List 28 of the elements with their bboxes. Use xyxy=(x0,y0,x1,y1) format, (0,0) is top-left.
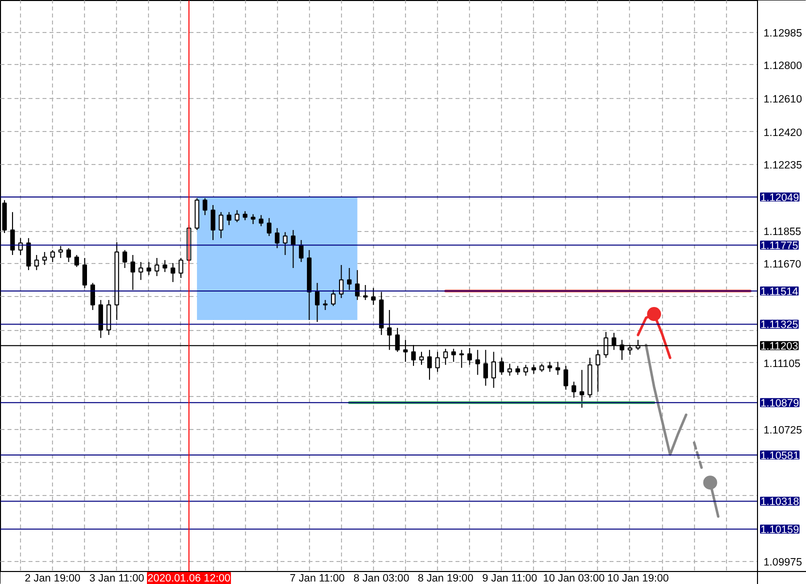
x-tick-label: 8 Jan 19:00 xyxy=(418,572,474,584)
x-tick-label: 10 Jan 19:00 xyxy=(607,572,669,584)
ref-line-label: 1.10581 xyxy=(760,450,800,462)
ref-line-label: 1.11775 xyxy=(760,240,798,252)
x-tick-label: 2 Jan 19:00 xyxy=(24,572,81,584)
y-tick-label: 1.11855 xyxy=(764,226,802,238)
y-tick-label: 1.11670 xyxy=(764,258,802,271)
x-tick-label: 10 Jan 03:00 xyxy=(543,572,605,584)
y-tick-label: 1.11105 xyxy=(764,358,801,370)
x-tick-label: 9 Jan 11:00 xyxy=(482,572,538,584)
y-tick-label: 1.12235 xyxy=(764,159,802,172)
ref-line-label: 1.10318 xyxy=(760,496,800,508)
x-tick-label: 3 Jan 11:00 xyxy=(89,572,144,584)
x-tick-label: 2020.01.06 12:00 xyxy=(147,572,230,584)
y-tick-label: 1.12985 xyxy=(764,27,802,40)
ref-line-label: 1.11325 xyxy=(760,319,798,332)
y-tick-label: 1.12800 xyxy=(764,60,802,72)
ref-line-label: 1.10159 xyxy=(760,524,800,536)
ref-line-label: 1.11514 xyxy=(760,286,798,298)
x-tick-label: 8 Jan 03:00 xyxy=(354,572,410,584)
y-tick-label: 1.12610 xyxy=(764,93,802,106)
ref-line-label: 1.10879 xyxy=(760,398,800,410)
y-tick-label: 1.09975 xyxy=(764,556,802,568)
ref-line-label: 1.12049 xyxy=(760,192,800,204)
x-tick-label: 7 Jan 11:00 xyxy=(290,572,345,584)
y-tick-label: 1.12420 xyxy=(764,126,802,139)
ref-line-label: 1.11203 xyxy=(760,340,798,353)
y-tick-label: 1.10725 xyxy=(764,424,802,437)
